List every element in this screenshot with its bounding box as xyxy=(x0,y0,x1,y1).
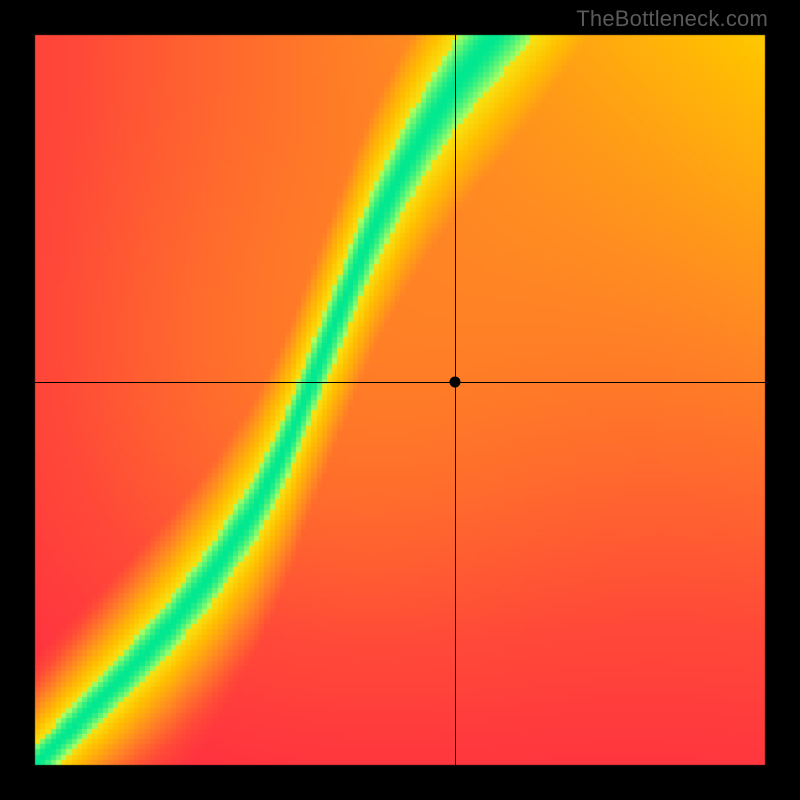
heatmap-canvas xyxy=(0,0,800,800)
crosshair-vertical xyxy=(455,35,456,765)
watermark-text: TheBottleneck.com xyxy=(576,6,768,32)
crosshair-horizontal xyxy=(35,382,765,383)
crosshair-dot xyxy=(449,376,460,387)
chart-container: TheBottleneck.com xyxy=(0,0,800,800)
